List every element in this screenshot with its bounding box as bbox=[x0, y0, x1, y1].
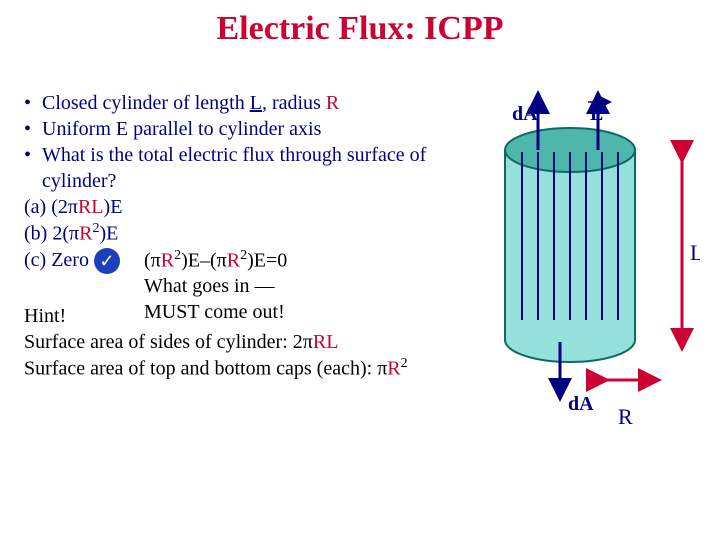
bullet-3: • What is the total electric flux throug… bbox=[24, 142, 474, 194]
cylinder-diagram: dA E LdA R bbox=[490, 90, 700, 450]
page-title: Electric Flux: ICPP bbox=[0, 10, 720, 48]
option-a: (a) (2πRL)E bbox=[24, 194, 474, 220]
option-b: (b) 2(πR2)E bbox=[24, 220, 474, 247]
bullet-2: • Uniform E parallel to cylinder axis bbox=[24, 116, 474, 142]
check-icon: ✓ bbox=[94, 248, 120, 274]
answer-line1: (πR2)E–(πR2)E=0 bbox=[144, 247, 474, 274]
svg-text:dA: dA bbox=[568, 393, 594, 415]
bullet1-pre: Closed cylinder of length bbox=[42, 92, 250, 114]
content-block: • Closed cylinder of length L, radius R … bbox=[24, 90, 474, 382]
svg-text:L: L bbox=[690, 240, 700, 265]
bullet1-mid: , radius bbox=[262, 92, 326, 114]
answer-line2: What goes in — bbox=[144, 273, 474, 299]
svg-text:dA: dA bbox=[512, 103, 538, 125]
svg-text:R: R bbox=[618, 404, 633, 429]
bullet1-R: R bbox=[326, 92, 339, 114]
answer-line3: MUST come out! bbox=[144, 299, 474, 325]
hint-caps: Surface area of top and bottom caps (eac… bbox=[24, 355, 474, 382]
option-c: (c) Zero bbox=[24, 249, 89, 271]
svg-text:E: E bbox=[590, 103, 603, 125]
bullet-1: • Closed cylinder of length L, radius R bbox=[24, 90, 474, 116]
hint-side: Surface area of sides of cylinder: 2πRL bbox=[24, 329, 474, 355]
bullet1-L: L bbox=[250, 92, 262, 114]
